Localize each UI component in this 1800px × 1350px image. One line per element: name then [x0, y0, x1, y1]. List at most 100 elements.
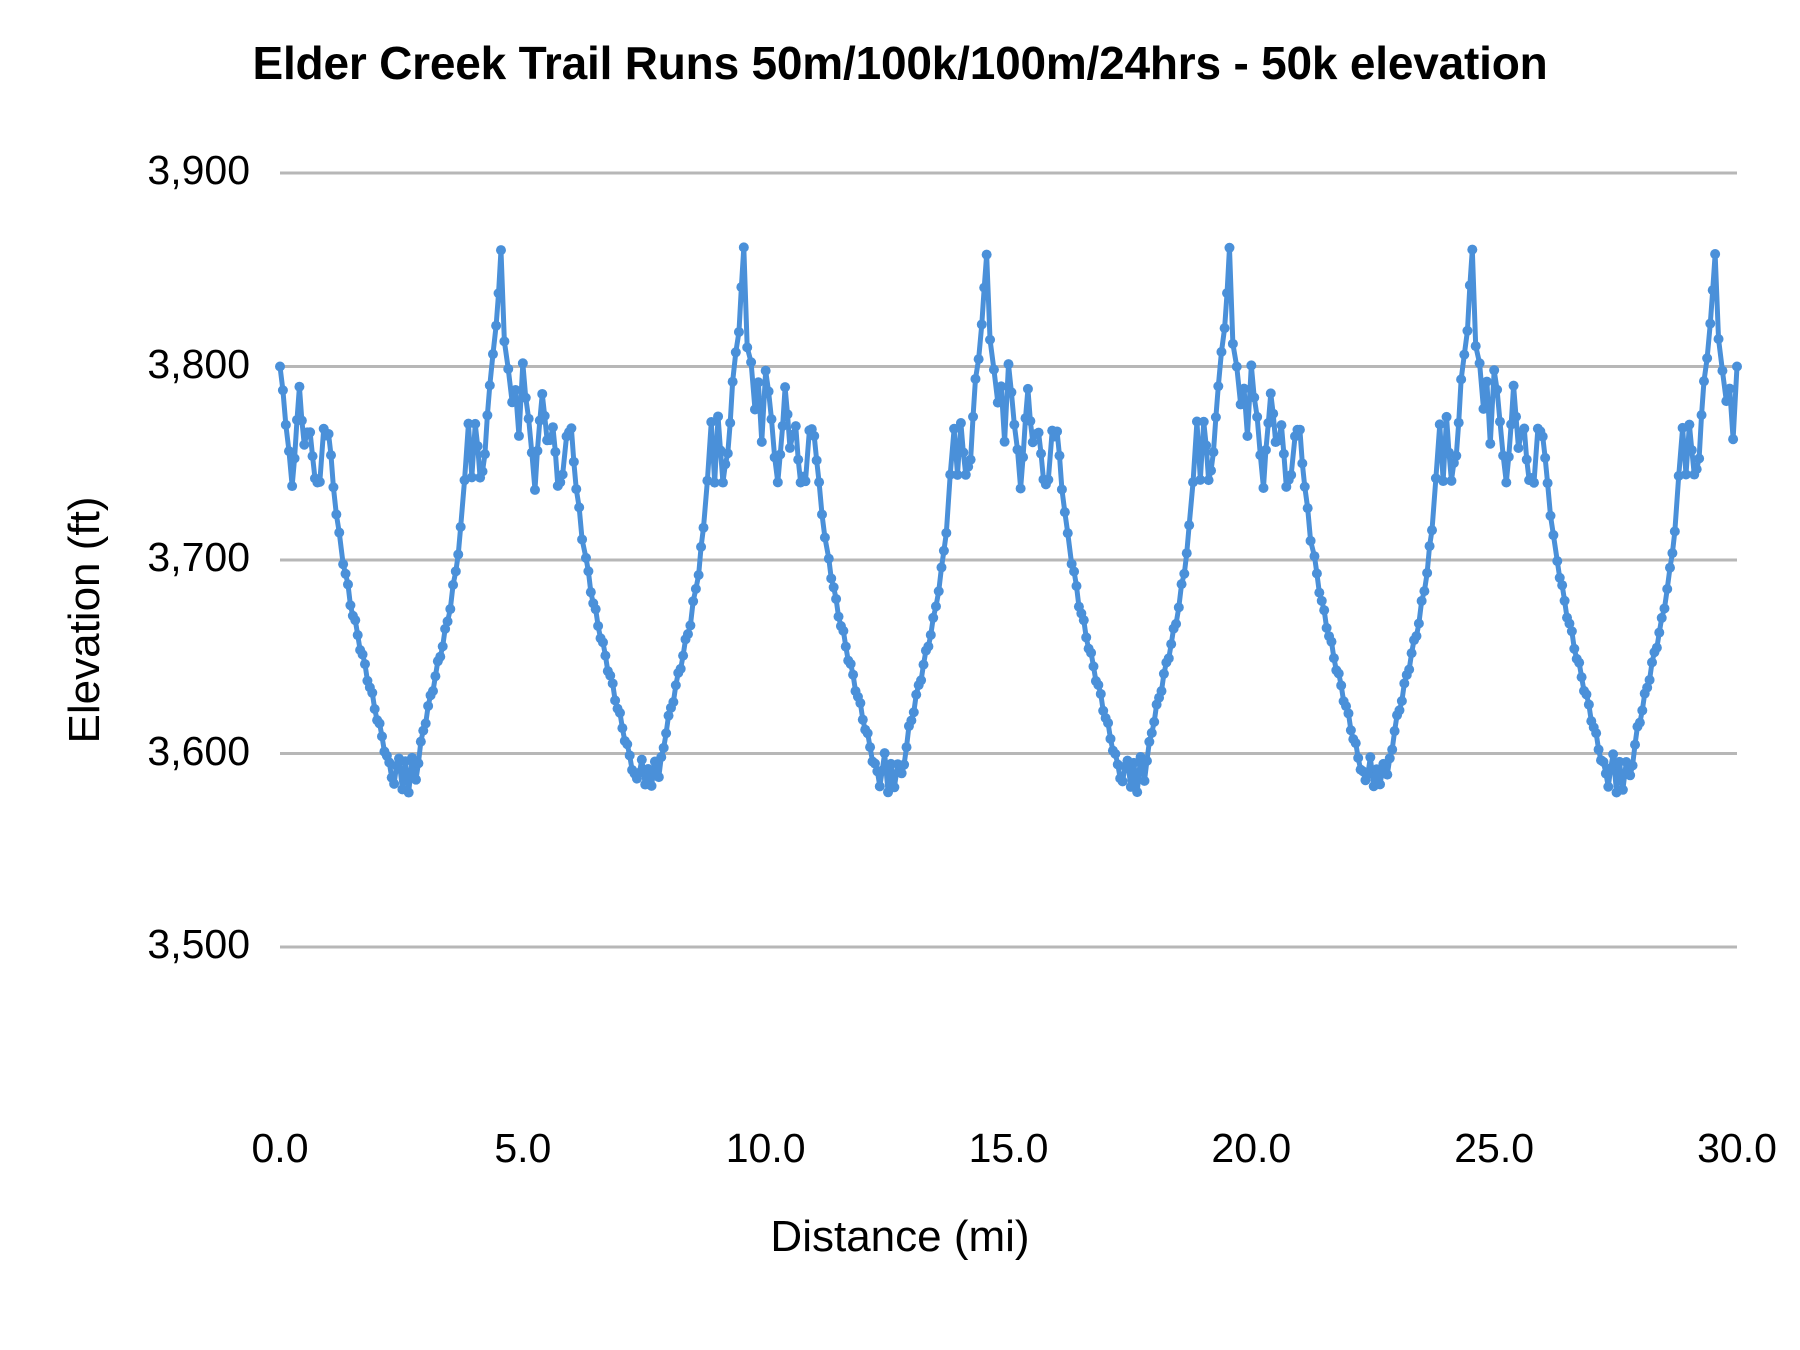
data-point: [624, 750, 635, 761]
data-point: [696, 541, 707, 552]
data-point: [423, 700, 434, 711]
data-point: [970, 373, 981, 384]
data-point: [374, 718, 385, 729]
data-point: [479, 449, 490, 460]
data-point: [470, 418, 481, 429]
data-point: [790, 421, 801, 432]
data-point: [945, 469, 956, 480]
data-point: [1456, 374, 1467, 385]
data-point: [617, 723, 628, 734]
data-point: [720, 459, 731, 470]
data-point: [1081, 632, 1092, 643]
data-point: [1576, 672, 1587, 683]
data-point: [369, 704, 380, 715]
data-point: [1009, 419, 1020, 430]
data-point: [1210, 412, 1221, 423]
data-point: [784, 442, 795, 453]
data-point: [690, 583, 701, 594]
data-point: [1022, 383, 1033, 394]
data-point: [1166, 639, 1177, 650]
data-point: [1474, 358, 1485, 369]
elevation-series-markers: [275, 242, 1742, 798]
data-point: [1242, 431, 1253, 441]
data-point: [955, 418, 966, 429]
data-point: [1569, 643, 1580, 654]
data-point: [828, 582, 839, 593]
data-point: [1069, 566, 1080, 577]
data-point: [1438, 476, 1449, 487]
data-point: [760, 365, 771, 376]
data-point: [1231, 361, 1242, 372]
data-point: [1345, 725, 1356, 736]
data-point: [782, 409, 793, 420]
data-point: [340, 568, 351, 579]
data-point: [1399, 678, 1410, 689]
data-point: [1158, 668, 1169, 679]
data-point: [1478, 403, 1489, 414]
data-point: [1249, 392, 1260, 403]
x-tick-label-25-0: 25.0: [1454, 1125, 1535, 1171]
data-point: [1163, 653, 1174, 664]
data-point: [1637, 705, 1648, 716]
data-point: [605, 670, 616, 681]
data-point: [597, 637, 608, 648]
data-point: [1696, 409, 1707, 420]
data-point: [1219, 323, 1230, 334]
data-point: [539, 410, 550, 421]
data-point: [862, 728, 873, 739]
data-point: [376, 731, 387, 742]
data-point: [1213, 381, 1224, 392]
data-point: [936, 562, 947, 573]
data-point: [1286, 469, 1297, 480]
data-point: [491, 320, 502, 331]
data-point: [1389, 726, 1400, 737]
data-point: [1181, 548, 1192, 559]
data-point: [507, 397, 518, 408]
data-point: [345, 600, 356, 611]
data-point: [513, 430, 524, 441]
data-point: [1404, 664, 1415, 675]
data-point: [1252, 411, 1263, 422]
data-point: [857, 714, 868, 725]
data-point: [571, 484, 582, 495]
data-point: [1416, 595, 1427, 606]
data-point: [1371, 764, 1382, 775]
data-point: [685, 620, 696, 631]
data-point: [911, 689, 922, 700]
data-point: [550, 446, 561, 457]
data-point: [1634, 717, 1645, 728]
data-point: [1564, 618, 1575, 629]
data-point: [1078, 615, 1089, 626]
data-point: [389, 778, 400, 789]
data-point: [952, 469, 963, 480]
data-point: [663, 710, 674, 721]
data-point: [670, 680, 681, 691]
data-point: [1552, 556, 1563, 567]
data-point: [415, 736, 426, 747]
data-point: [1171, 618, 1182, 629]
data-point: [636, 754, 647, 765]
data-point: [1062, 528, 1073, 539]
data-point: [733, 326, 744, 337]
data-point: [1627, 760, 1638, 771]
data-point: [1566, 626, 1577, 637]
data-point: [529, 484, 540, 495]
data-point: [610, 695, 621, 706]
data-point: [1384, 753, 1395, 764]
data-point: [908, 707, 919, 718]
data-point: [999, 436, 1010, 447]
data-point: [1630, 739, 1641, 750]
data-point: [307, 451, 318, 462]
data-point: [1195, 474, 1206, 485]
data-point: [817, 509, 827, 520]
data-point: [1605, 763, 1616, 774]
data-point: [877, 765, 888, 776]
data-point: [1276, 420, 1287, 431]
data-point: [585, 587, 596, 598]
data-point: [738, 242, 749, 253]
data-point: [1208, 447, 1219, 458]
data-point: [1326, 636, 1337, 647]
data-point: [1319, 605, 1330, 616]
data-point: [1263, 417, 1274, 428]
